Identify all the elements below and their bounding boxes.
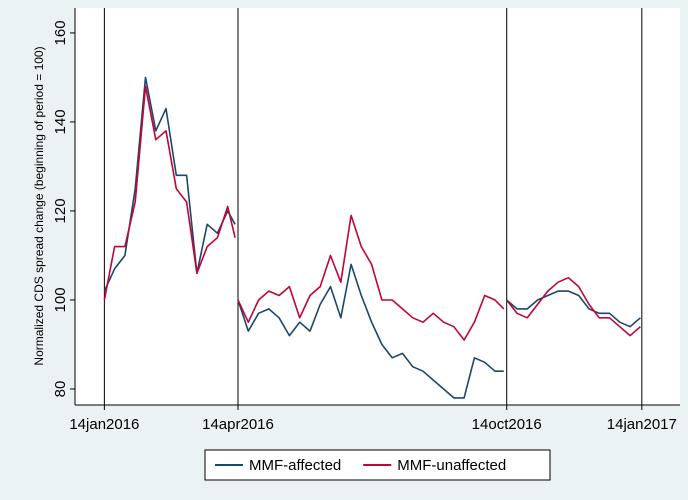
legend-label: MMF-affected bbox=[249, 457, 341, 474]
plot-area bbox=[75, 8, 680, 405]
y-axis-label: Normalized CDS spread change (beginning … bbox=[32, 46, 46, 365]
legend: MMF-affected MMF-unaffected bbox=[204, 449, 551, 481]
x-tick-label: 14apr2016 bbox=[202, 416, 274, 433]
y-tick-label: 140 bbox=[52, 109, 69, 134]
x-tick-label: 14jan2016 bbox=[69, 416, 139, 433]
y-tick-label: 120 bbox=[52, 198, 69, 223]
legend-label: MMF-unaffected bbox=[397, 457, 506, 474]
line-series bbox=[103, 85, 641, 341]
x-tick-label: 14oct2016 bbox=[472, 416, 542, 433]
y-tick-label: 80 bbox=[52, 381, 69, 398]
y-tick-label: 160 bbox=[52, 20, 69, 45]
x-tick-label: 14jan2017 bbox=[607, 416, 677, 433]
y-tick-label: 100 bbox=[52, 287, 69, 312]
line-series bbox=[103, 76, 641, 399]
